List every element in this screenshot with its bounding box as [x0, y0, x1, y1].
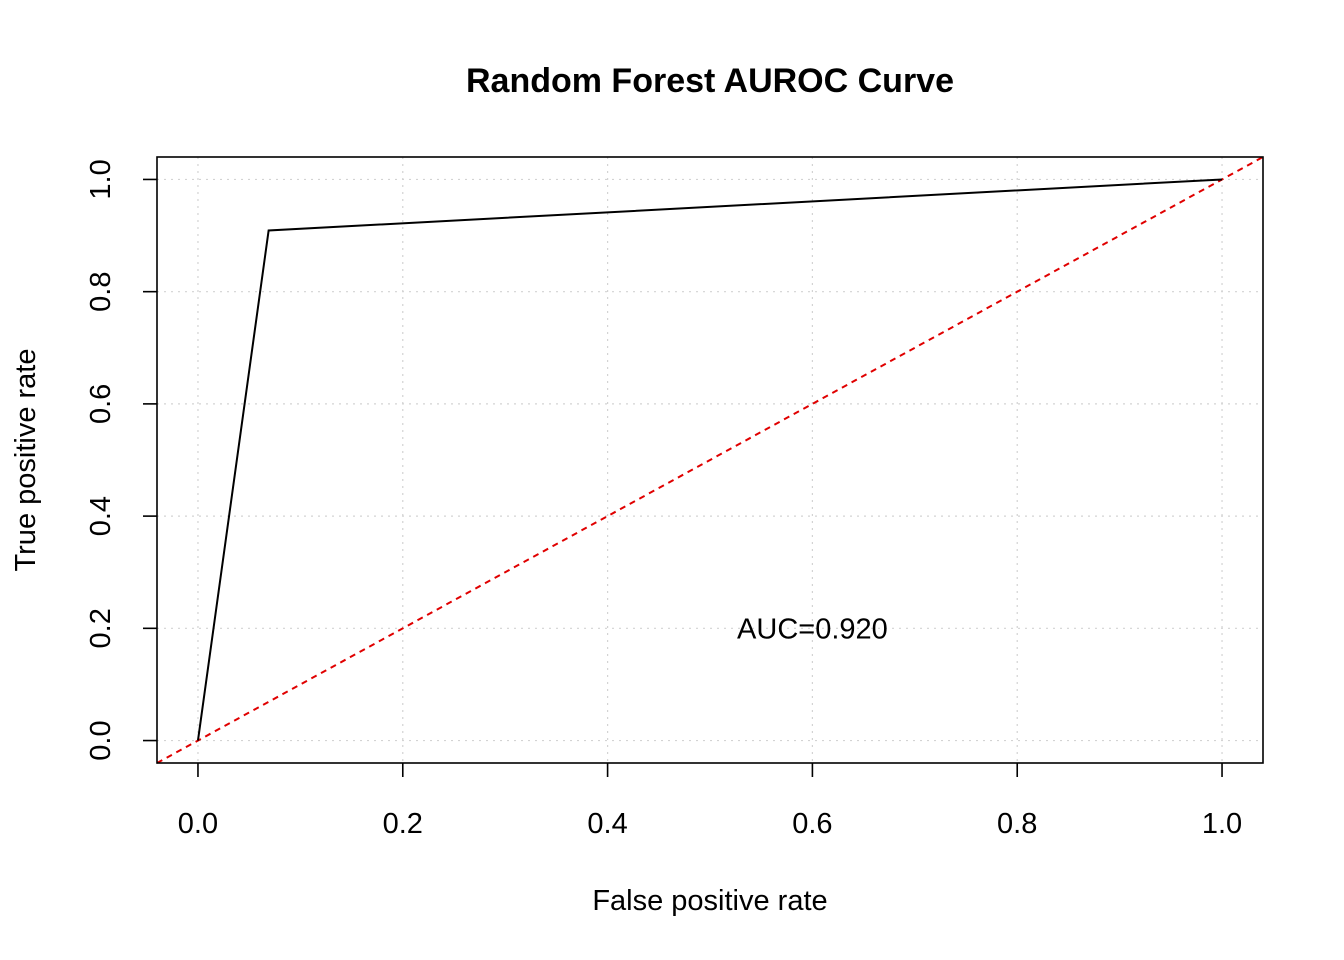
y-tick-label: 0.0 — [85, 720, 117, 760]
x-tick-label: 0.2 — [383, 808, 423, 840]
y-tick-label: 0.4 — [85, 496, 117, 536]
y-tick-label: 0.6 — [85, 384, 117, 424]
x-tick-label: 1.0 — [1202, 808, 1242, 840]
x-axis-label: False positive rate — [592, 885, 827, 917]
annotation-layer: AUC=0.920 — [737, 613, 888, 645]
x-tick-label: 0.4 — [587, 808, 627, 840]
x-axis: 0.0 0.2 0.4 0.6 0.8 1.0 — [178, 763, 1242, 840]
auc-annotation: AUC=0.920 — [737, 613, 888, 645]
x-tick-label: 0.6 — [792, 808, 832, 840]
plot-frame — [156, 156, 1264, 764]
y-axis: 0.0 0.2 0.4 0.6 0.8 1.0 — [85, 159, 157, 761]
reference-diagonal-line — [156, 156, 1264, 764]
x-tick-label: 0.8 — [997, 808, 1037, 840]
series-layer — [196, 178, 1223, 741]
chart-title: Random Forest AUROC Curve — [466, 62, 954, 100]
y-tick-label: 0.2 — [85, 608, 117, 648]
y-tick-label: 1.0 — [85, 159, 117, 199]
grid-layer — [157, 157, 1263, 763]
reference-line-layer — [156, 156, 1264, 764]
y-axis-label: True positive rate — [10, 349, 42, 572]
x-tick-label: 0.0 — [178, 808, 218, 840]
roc-curve-line — [196, 178, 1223, 741]
y-tick-label: 0.8 — [85, 272, 117, 312]
